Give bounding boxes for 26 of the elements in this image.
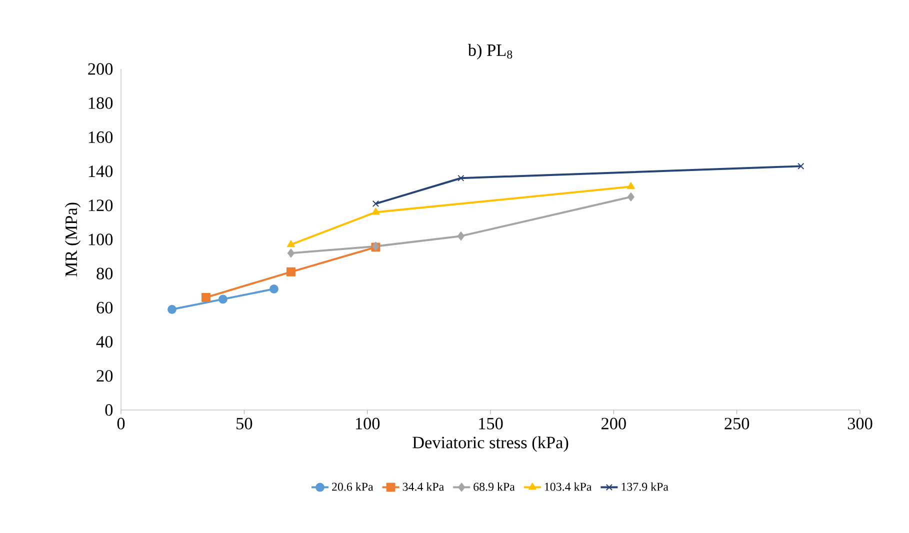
legend-label: 34.4 kPa — [402, 482, 444, 491]
y-tick-label: 20 — [96, 370, 113, 382]
y-tick-label: 0 — [105, 404, 113, 416]
x-tick-label: 0 — [117, 418, 125, 430]
x-axis-title: Deviatoric stress (kPa) — [412, 436, 568, 452]
x-tick-label: 300 — [848, 418, 872, 430]
y-tick-label: 60 — [96, 302, 113, 314]
y-tick-label: 100 — [88, 234, 113, 246]
x-tick-label: 250 — [724, 418, 750, 430]
y-axis-title: MR (MPa) — [64, 202, 81, 277]
x-tick-label: 200 — [602, 418, 626, 430]
y-tick-label: 120 — [88, 200, 113, 212]
legend-label: 20.6 kPa — [332, 482, 374, 491]
y-tick-label: 180 — [88, 97, 113, 109]
y-tick-label: 160 — [88, 131, 113, 144]
x-tick-label: 50 — [236, 418, 252, 430]
legend-label: 103.4 kPa — [544, 482, 592, 491]
x-tick-label: 100 — [356, 418, 380, 430]
legend-label: 68.9 kPa — [474, 482, 515, 491]
y-tick-label: 80 — [96, 268, 113, 280]
x-tick-label: 150 — [479, 418, 503, 430]
y-tick-label: 40 — [96, 336, 113, 348]
chart-title: b) PL$_{8}$ — [468, 44, 512, 60]
y-tick-label: 200 — [88, 63, 113, 75]
y-tick-label: 140 — [88, 165, 113, 178]
legend-label: 137.9 kPa — [622, 482, 668, 491]
